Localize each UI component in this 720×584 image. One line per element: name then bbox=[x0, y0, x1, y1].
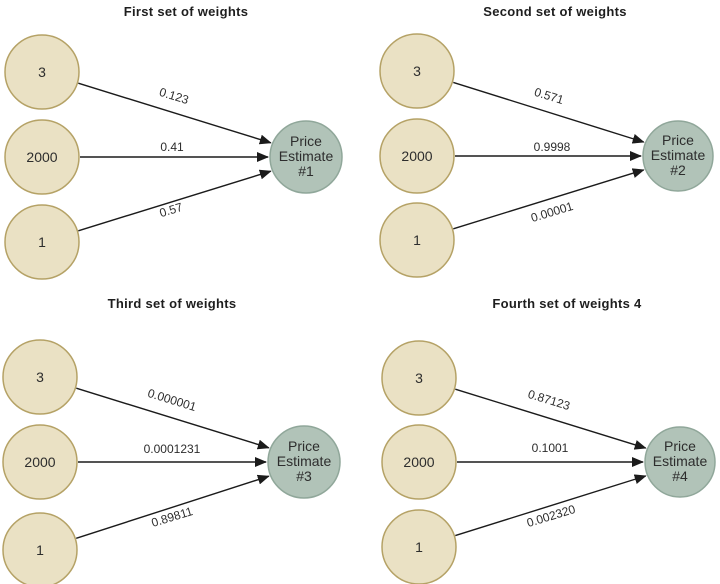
input-node-1 bbox=[4, 34, 80, 110]
input-node-label: 3 bbox=[36, 369, 44, 385]
output-node-label: Price bbox=[664, 438, 696, 454]
input-node-label: 1 bbox=[415, 539, 423, 555]
input-node-label: 2000 bbox=[26, 149, 57, 165]
input-node-2 bbox=[381, 424, 457, 500]
input-node-1 bbox=[381, 340, 457, 416]
weight-label-3: 0.57 bbox=[158, 200, 185, 220]
weight-arrow-3 bbox=[455, 474, 647, 537]
input-node-label: 3 bbox=[415, 370, 423, 386]
input-node-label: 1 bbox=[413, 232, 421, 248]
weights-diagram-4: Fourth set of weights 4 3 2000 1 0.87123… bbox=[381, 296, 716, 584]
output-node-label: Price bbox=[290, 133, 322, 149]
output-node-label: Price bbox=[288, 438, 320, 454]
weights-diagram-1: First set of weights 3 2000 1 0.123 0.41… bbox=[4, 4, 343, 280]
weight-label-1: 0.000001 bbox=[146, 386, 198, 414]
output-node-label: Estimate bbox=[279, 148, 334, 164]
input-node-label: 1 bbox=[38, 234, 46, 250]
weight-arrow-1 bbox=[78, 82, 272, 145]
weight-label-2: 0.9998 bbox=[534, 140, 571, 154]
input-node-label: 2000 bbox=[403, 454, 434, 470]
output-node-label: Price bbox=[662, 132, 694, 148]
input-node-3 bbox=[2, 512, 78, 584]
output-node bbox=[267, 425, 341, 499]
input-node-2 bbox=[379, 118, 455, 194]
input-node-1 bbox=[379, 33, 455, 109]
weight-arrow-3 bbox=[75, 474, 270, 539]
output-node-label: #3 bbox=[296, 468, 312, 484]
output-node-label: #2 bbox=[670, 162, 686, 178]
input-node-label: 3 bbox=[413, 63, 421, 79]
input-node-label: 1 bbox=[36, 542, 44, 558]
input-node-label: 2000 bbox=[24, 454, 55, 470]
weights-diagram-3: Third set of weights 3 2000 1 0.000001 0… bbox=[2, 296, 341, 584]
diagram-title: Third set of weights bbox=[108, 296, 237, 311]
weight-arrow-3 bbox=[78, 169, 272, 232]
weight-arrow-1 bbox=[455, 388, 647, 450]
output-node-label: Estimate bbox=[651, 147, 706, 163]
weight-arrow-1 bbox=[76, 387, 270, 450]
input-node-label: 2000 bbox=[401, 148, 432, 164]
diagram-title: Second set of weights bbox=[483, 4, 627, 19]
input-node-3 bbox=[379, 202, 455, 278]
weight-label-1: 0.87123 bbox=[526, 387, 572, 413]
diagram-title: Fourth set of weights 4 bbox=[492, 296, 642, 311]
output-node-label: #4 bbox=[672, 468, 688, 484]
input-node-2 bbox=[4, 119, 80, 195]
input-node-2 bbox=[2, 424, 78, 500]
weights-diagram-2: Second set of weights 3 2000 1 0.571 0.9… bbox=[379, 4, 714, 278]
input-node-label: 3 bbox=[38, 64, 46, 80]
input-node-3 bbox=[4, 204, 80, 280]
weight-arrow-3 bbox=[453, 168, 645, 230]
weight-label-1: 0.123 bbox=[158, 85, 191, 107]
output-node-label: Estimate bbox=[277, 453, 332, 469]
output-node bbox=[644, 426, 716, 498]
output-node bbox=[269, 120, 343, 194]
output-node-label: #1 bbox=[298, 163, 314, 179]
diagram-title: First set of weights bbox=[124, 4, 248, 19]
output-node bbox=[642, 120, 714, 192]
weight-label-2: 0.41 bbox=[160, 140, 184, 154]
input-node-1 bbox=[2, 339, 78, 415]
weight-label-2: 0.0001231 bbox=[144, 442, 201, 456]
output-node-label: Estimate bbox=[653, 453, 708, 469]
weight-arrow-1 bbox=[453, 81, 645, 144]
weight-label-2: 0.1001 bbox=[532, 441, 569, 455]
weight-label-1: 0.571 bbox=[533, 85, 566, 107]
input-node-3 bbox=[381, 509, 457, 584]
